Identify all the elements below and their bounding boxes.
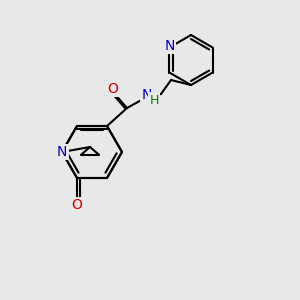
Text: H: H (149, 94, 159, 106)
Text: N: N (164, 38, 175, 52)
Text: O: O (72, 198, 83, 212)
Text: O: O (108, 82, 118, 96)
Text: N: N (142, 88, 152, 102)
Text: N: N (57, 145, 67, 159)
